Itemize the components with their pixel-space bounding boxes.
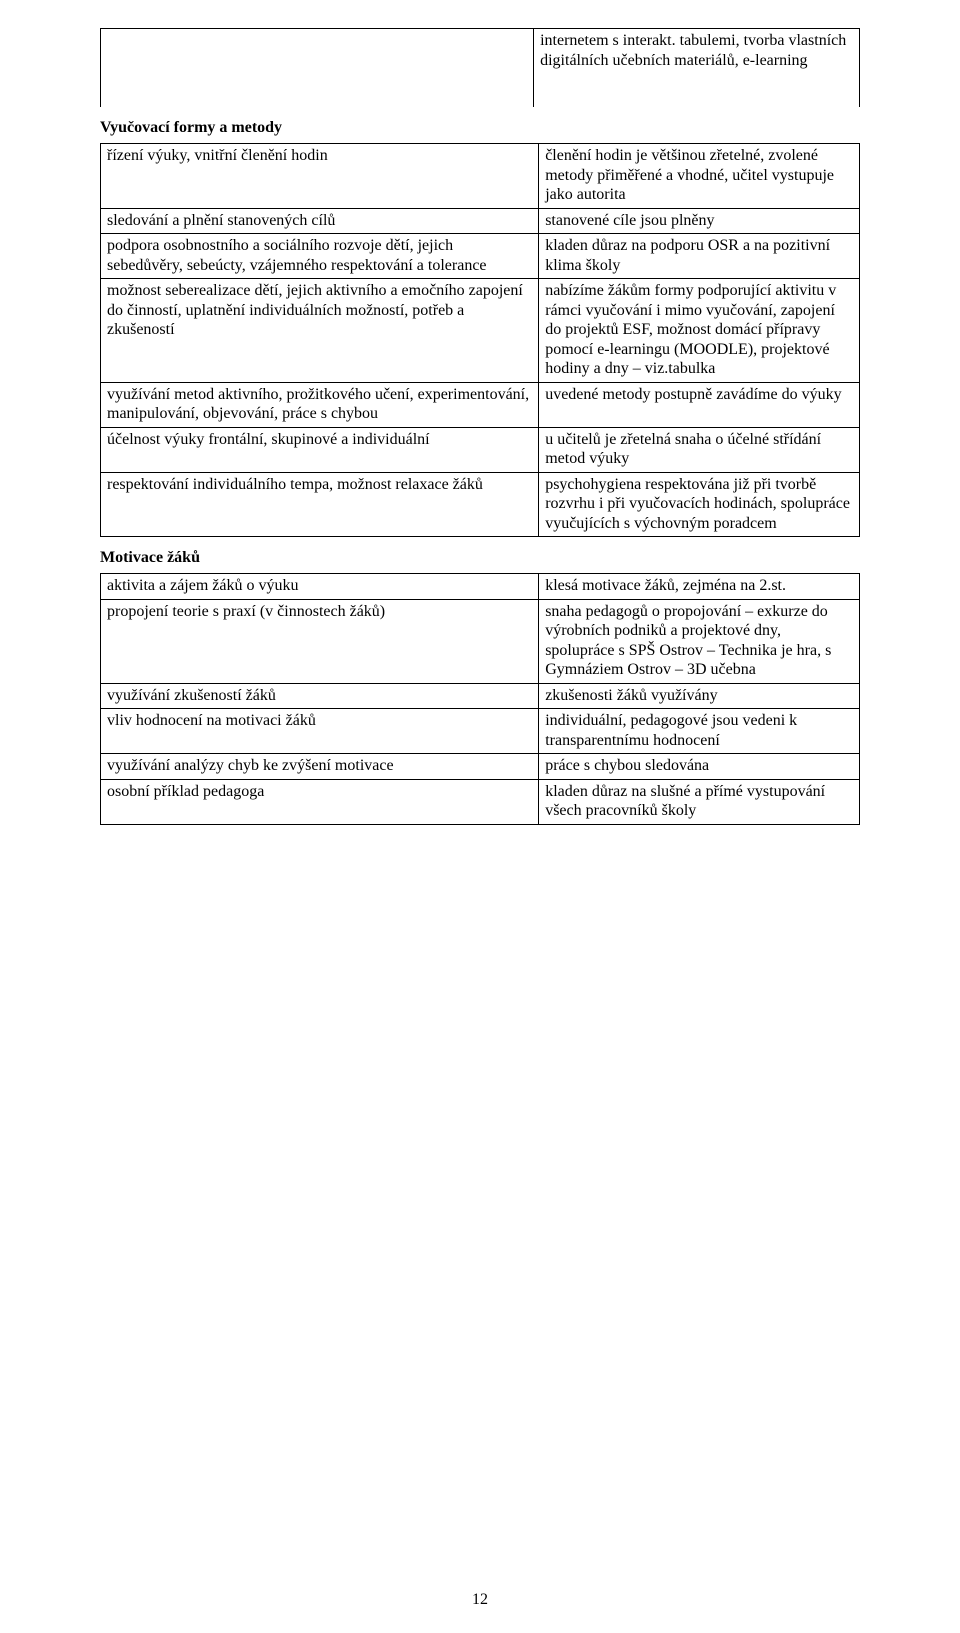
table-row: využívání zkušeností žáků zkušenosti žák…: [101, 683, 860, 709]
cell-right: členění hodin je většinou zřetelné, zvol…: [539, 144, 860, 209]
cell-left: respektování individuálního tempa, možno…: [101, 472, 539, 537]
cell-right: stanovené cíle jsou plněny: [539, 208, 860, 234]
table-row: řízení výuky, vnitřní členění hodin člen…: [101, 144, 860, 209]
cell-right: klesá motivace žáků, zejména na 2.st.: [539, 574, 860, 600]
cell-right: zkušenosti žáků využívány: [539, 683, 860, 709]
cell-right: psychohygiena respektována již při tvorb…: [539, 472, 860, 537]
table-row: vliv hodnocení na motivaci žáků individu…: [101, 709, 860, 754]
table-row: respektování individuálního tempa, možno…: [101, 472, 860, 537]
table-row: aktivita a zájem žáků o výuku klesá moti…: [101, 574, 860, 600]
cell-right: snaha pedagogů o propojování – exkurze d…: [539, 599, 860, 683]
cell-left: propojení teorie s praxí (v činnostech ž…: [101, 599, 539, 683]
table-row: využívání analýzy chyb ke zvýšení motiva…: [101, 754, 860, 780]
section1-title: Vyučovací formy a metody: [100, 119, 860, 137]
cell-right: kladen důraz na podporu OSR a na pozitiv…: [539, 234, 860, 279]
table-row: účelnost výuky frontální, skupinové a in…: [101, 427, 860, 472]
cell-right: kladen důraz na slušné a přímé vystupová…: [539, 779, 860, 824]
cell-left: řízení výuky, vnitřní členění hodin: [101, 144, 539, 209]
section2-table: aktivita a zájem žáků o výuku klesá moti…: [100, 573, 860, 825]
cell-left: sledování a plnění stanovených cílů: [101, 208, 539, 234]
page: internetem s interakt. tabulemi, tvorba …: [0, 0, 960, 1633]
intro-table-row: internetem s interakt. tabulemi, tvorba …: [100, 28, 860, 107]
cell-left: možnost seberealizace dětí, jejich aktiv…: [101, 279, 539, 383]
cell-left: účelnost výuky frontální, skupinové a in…: [101, 427, 539, 472]
cell-right: nabízíme žákům formy podporující aktivit…: [539, 279, 860, 383]
cell-left: osobní příklad pedagoga: [101, 779, 539, 824]
table-row: propojení teorie s praxí (v činnostech ž…: [101, 599, 860, 683]
section1-table: řízení výuky, vnitřní členění hodin člen…: [100, 143, 860, 537]
table-row: využívání metod aktivního, prožitkového …: [101, 382, 860, 427]
table-row: možnost seberealizace dětí, jejich aktiv…: [101, 279, 860, 383]
table-row: osobní příklad pedagoga kladen důraz na …: [101, 779, 860, 824]
table-row: sledování a plnění stanovených cílů stan…: [101, 208, 860, 234]
cell-right: u učitelů je zřetelná snaha o účelné stř…: [539, 427, 860, 472]
cell-left: aktivita a zájem žáků o výuku: [101, 574, 539, 600]
intro-right-cell: internetem s interakt. tabulemi, tvorba …: [533, 28, 860, 107]
intro-left-cell: [100, 28, 533, 107]
page-number: 12: [0, 1591, 960, 1609]
cell-right: práce s chybou sledována: [539, 754, 860, 780]
cell-left: podpora osobnostního a sociálního rozvoj…: [101, 234, 539, 279]
cell-right: uvedené metody postupně zavádíme do výuk…: [539, 382, 860, 427]
cell-left: využívání metod aktivního, prožitkového …: [101, 382, 539, 427]
cell-left: vliv hodnocení na motivaci žáků: [101, 709, 539, 754]
cell-left: využívání analýzy chyb ke zvýšení motiva…: [101, 754, 539, 780]
table-row: podpora osobnostního a sociálního rozvoj…: [101, 234, 860, 279]
cell-left: využívání zkušeností žáků: [101, 683, 539, 709]
section2-title: Motivace žáků: [100, 549, 860, 567]
cell-right: individuální, pedagogové jsou vedeni k t…: [539, 709, 860, 754]
